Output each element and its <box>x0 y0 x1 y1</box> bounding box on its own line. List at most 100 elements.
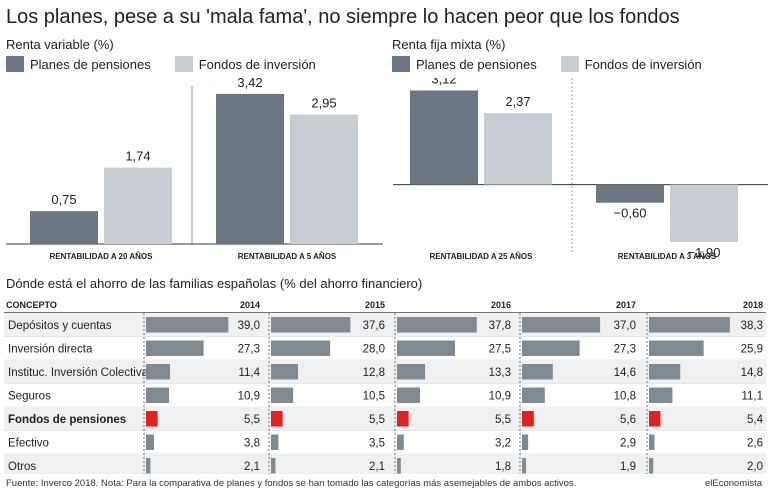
table-bar <box>271 458 276 474</box>
table-value: 5,5 <box>369 414 385 426</box>
table-row-label: Inversión directa <box>8 344 93 356</box>
table-value: 13,3 <box>489 367 511 379</box>
table-header-year: 2018 <box>743 300 763 310</box>
table-bar <box>649 387 673 403</box>
category-label: RENTABILIDAD A 25 AÑOS <box>430 252 534 261</box>
table-value: 5,4 <box>747 414 764 426</box>
table-title: Dónde está el ahorro de las familias esp… <box>6 276 423 291</box>
table-bar <box>522 434 529 450</box>
table-bar <box>271 317 351 333</box>
table-value: 1,9 <box>620 461 636 473</box>
footer-source: Fuente: Inverco 2018. Nota: Para la comp… <box>6 478 577 489</box>
legend-swatch-fondos <box>174 56 193 72</box>
table-row-label: Otros <box>8 461 36 473</box>
table-value: 10,5 <box>363 391 385 403</box>
table-bar <box>146 434 155 450</box>
legend-item-fondos-right: Fondos de inversión <box>560 56 702 72</box>
table-row-band <box>4 454 766 474</box>
legend-swatch-planes <box>6 56 24 72</box>
bar-value-label: 1,74 <box>125 149 150 164</box>
table-value: 27,3 <box>614 344 636 356</box>
bar-value-label: 3,12 <box>431 78 456 86</box>
legend-label-fondos-right: Fondos de inversión <box>584 56 702 72</box>
table-value: 10,9 <box>238 391 260 403</box>
table-bar <box>397 387 421 403</box>
table-bar <box>522 340 580 356</box>
table-row-label: Fondos de pensiones <box>8 414 126 426</box>
table-value: 1,8 <box>495 461 511 473</box>
table-bar <box>649 411 661 427</box>
renta-variable-chart: 0,75 1,74 RENTABILIDAD A 20 AÑOS 3,42 2,95 RE… <box>6 78 383 261</box>
legend-label-fondos: Fondos de inversión <box>198 56 316 72</box>
table-value: 37,0 <box>614 320 636 332</box>
right-chart-title: Renta fija mixta (%) <box>392 37 506 52</box>
table-header-year: 2015 <box>365 300 385 310</box>
table-value: 2,1 <box>244 461 260 473</box>
renta-fija-chart: 3,12 2,37 RENTABILIDAD A 25 AÑOS −0,60 −1,90… <box>393 78 768 261</box>
table-bar <box>649 434 655 450</box>
table-value: 3,2 <box>495 438 511 450</box>
legend-item-planes-right: Planes de pensiones <box>392 56 537 72</box>
table-bar <box>649 364 681 380</box>
table-bar <box>397 340 456 356</box>
table-row-label: Depósitos y cuentas <box>8 320 112 332</box>
left-chart-title: Renta variable (%) <box>6 37 114 52</box>
table-bar <box>146 387 170 403</box>
bar-value-label: 0,75 <box>51 192 76 207</box>
table-value: 3,5 <box>369 438 385 450</box>
table-bar <box>649 340 704 356</box>
table-value: 14,8 <box>741 367 763 379</box>
footer-brand: elEconomista <box>704 478 762 489</box>
table-bar <box>397 317 477 333</box>
table-header-year: 2017 <box>616 300 636 310</box>
table-value: 5,6 <box>620 414 636 426</box>
table-row-band <box>4 360 766 384</box>
table-value: 37,6 <box>363 320 385 332</box>
table-value: 25,9 <box>741 344 763 356</box>
table-header-concepto: CONCEPTO <box>6 300 57 310</box>
bar-planes-1 <box>216 93 284 245</box>
bar-planes-1 <box>596 184 664 203</box>
legend-item-fondos: Fondos de inversión <box>174 56 316 72</box>
table-bar <box>397 458 401 474</box>
table-value: 3,8 <box>244 438 260 450</box>
legend-item-planes: Planes de pensiones <box>6 56 151 72</box>
table-bar <box>522 411 534 427</box>
bar-planes-0 <box>410 90 478 185</box>
legend-label-planes: Planes de pensiones <box>30 56 151 72</box>
table-value: 39,0 <box>238 320 260 332</box>
table-header-year: 2016 <box>491 300 511 310</box>
table-value: 2,0 <box>747 461 763 473</box>
table-bar <box>271 364 299 380</box>
table-value: 11,1 <box>741 391 763 403</box>
table-bar <box>397 364 426 380</box>
table-row-band <box>4 407 766 431</box>
category-label: RENTABILIDAD A 5 AÑOS <box>238 252 337 261</box>
table-value: 14,6 <box>614 367 636 379</box>
bar-value-label: −0,60 <box>614 206 647 221</box>
table-value: 27,3 <box>238 344 260 356</box>
table-bar <box>649 458 654 474</box>
table-bar <box>522 387 545 403</box>
table-value: 38,3 <box>741 320 763 332</box>
category-label: RENTABILIDAD A 3 AÑOS <box>618 252 717 261</box>
table-bar <box>522 458 527 474</box>
table-value: 37,8 <box>489 320 511 332</box>
table-bar <box>146 340 204 356</box>
table-row-label: Efectivo <box>8 438 49 450</box>
bar-value-label: 3,42 <box>237 78 262 90</box>
table-value: 12,8 <box>363 367 385 379</box>
right-legend: Planes de pensiones Fondos de inversión <box>392 56 720 72</box>
table-bar <box>146 364 171 380</box>
table-value: 5,5 <box>244 414 260 426</box>
table-bar <box>146 458 151 474</box>
table-header-year: 2014 <box>240 300 260 310</box>
table-bar <box>271 387 294 403</box>
table-value: 11,4 <box>238 367 260 379</box>
main-title: Los planes, pese a su 'mala fama', no si… <box>6 6 680 28</box>
bar-fondos-0 <box>484 113 552 185</box>
legend-swatch-planes-right <box>392 56 410 72</box>
table-bar <box>146 317 229 333</box>
bar-planes-0 <box>30 211 98 244</box>
table-row-label: Seguros <box>8 391 51 403</box>
